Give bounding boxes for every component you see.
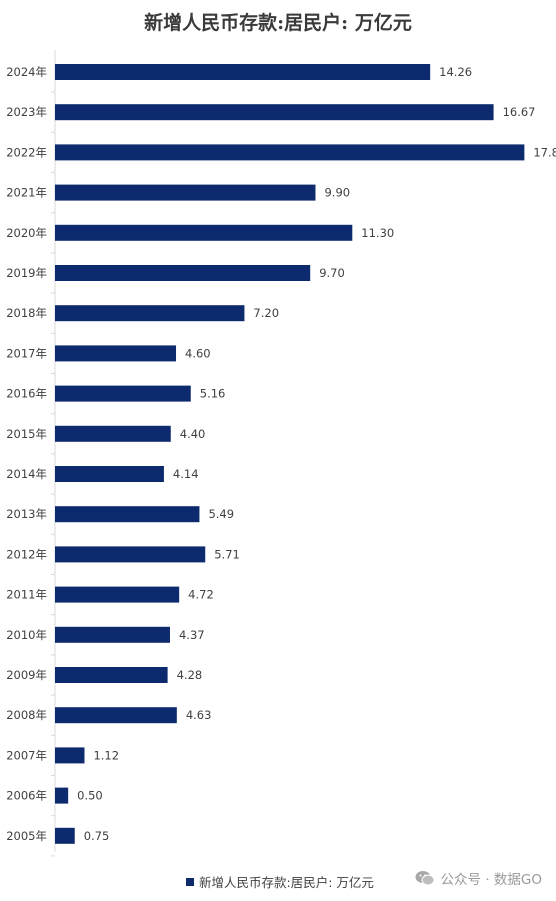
bar bbox=[55, 626, 170, 643]
category-label: 2019年 bbox=[6, 266, 47, 280]
bar bbox=[55, 385, 191, 402]
data-label: 4.37 bbox=[179, 628, 205, 642]
category-label: 2009年 bbox=[6, 668, 47, 682]
category-label: 2011年 bbox=[6, 588, 47, 602]
category-label: 2021年 bbox=[6, 186, 47, 200]
bar bbox=[55, 466, 164, 482]
data-label: 7.20 bbox=[253, 306, 279, 320]
bar bbox=[55, 144, 525, 161]
data-label: 14.26 bbox=[439, 65, 472, 79]
data-label: 0.50 bbox=[77, 789, 103, 803]
category-label: 2005年 bbox=[6, 829, 47, 843]
bar bbox=[55, 425, 171, 442]
category-label: 2017年 bbox=[6, 346, 47, 360]
wechat-logo-icon bbox=[415, 871, 435, 886]
bar bbox=[55, 184, 316, 201]
category-label: 2016年 bbox=[6, 387, 47, 401]
data-label: 4.28 bbox=[177, 668, 203, 682]
data-label: 16.67 bbox=[503, 105, 536, 119]
category-label: 2015年 bbox=[6, 427, 47, 441]
bars-group: 2024年 14.26 2023年 16.67 2022年 17.84 2021年 9.90 2… bbox=[6, 64, 556, 857]
data-label: 17.84 bbox=[533, 145, 556, 159]
category-label: 2022年 bbox=[6, 145, 47, 159]
data-label: 4.63 bbox=[186, 708, 212, 722]
legend-swatch bbox=[186, 877, 194, 886]
bar bbox=[55, 546, 206, 563]
data-label: 5.16 bbox=[200, 387, 226, 401]
category-label: 2014年 bbox=[6, 467, 47, 481]
bar bbox=[55, 827, 75, 844]
category-label: 2006年 bbox=[6, 789, 47, 803]
bar bbox=[55, 787, 69, 804]
category-label: 2013年 bbox=[6, 507, 47, 521]
data-label: 9.70 bbox=[319, 266, 345, 280]
bar bbox=[55, 104, 494, 121]
data-label: 1.12 bbox=[93, 748, 119, 762]
data-label: 0.75 bbox=[84, 829, 110, 843]
bar bbox=[55, 667, 168, 683]
bar bbox=[55, 747, 85, 764]
data-label: 5.71 bbox=[214, 547, 240, 561]
bar bbox=[55, 305, 245, 322]
data-label: 5.49 bbox=[208, 507, 234, 521]
data-label: 4.40 bbox=[180, 427, 206, 441]
category-label: 2007年 bbox=[6, 748, 47, 762]
chart-title: 新增人民币存款:居民户: 万亿元 bbox=[144, 12, 412, 34]
data-label: 4.72 bbox=[188, 588, 214, 602]
bar bbox=[55, 224, 353, 241]
watermark: 公众号 · 数据GO bbox=[415, 868, 542, 888]
data-label: 9.90 bbox=[324, 186, 350, 200]
watermark-text: 公众号 · 数据GO bbox=[440, 872, 542, 888]
category-label: 2020年 bbox=[6, 226, 47, 240]
category-label: 2010年 bbox=[6, 628, 47, 642]
category-label: 2008年 bbox=[6, 708, 47, 722]
category-label: 2012年 bbox=[6, 547, 47, 561]
bar bbox=[55, 345, 177, 362]
bar bbox=[55, 586, 180, 603]
category-label: 2023年 bbox=[6, 105, 47, 119]
data-label: 4.60 bbox=[185, 346, 211, 360]
category-label: 2018年 bbox=[6, 306, 47, 320]
legend-label: 新增人民币存款:居民户: 万亿元 bbox=[199, 875, 374, 890]
data-label: 4.14 bbox=[173, 467, 199, 481]
data-label: 11.30 bbox=[361, 226, 394, 240]
bar bbox=[55, 506, 200, 523]
legend: 新增人民币存款:居民户: 万亿元 bbox=[186, 872, 374, 891]
bar bbox=[55, 64, 431, 80]
category-label: 2024年 bbox=[6, 65, 47, 79]
bar bbox=[55, 707, 177, 724]
bar bbox=[55, 265, 311, 281]
